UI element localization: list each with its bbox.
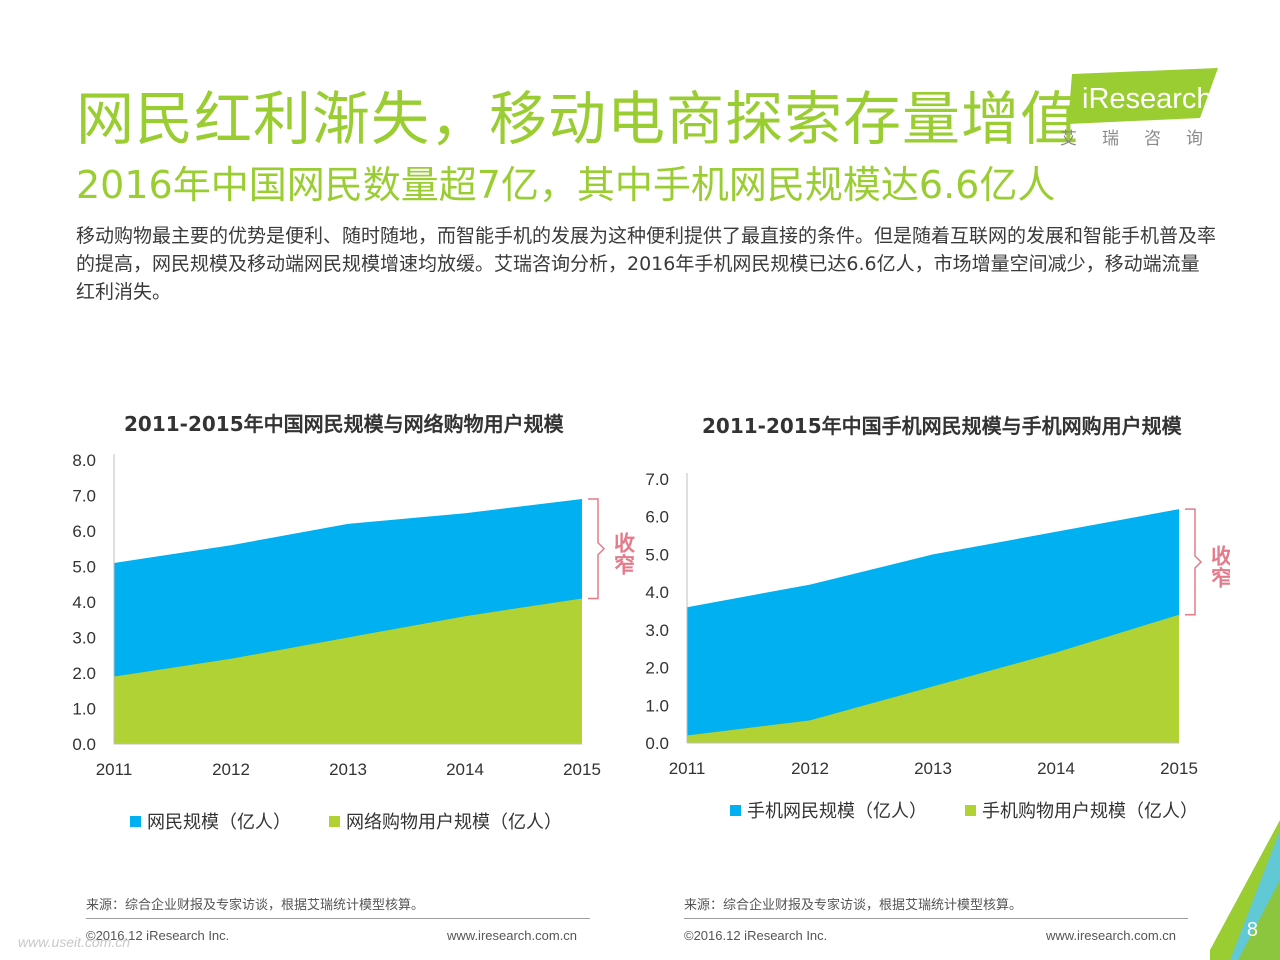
annotation-char: 窄 (614, 553, 635, 577)
legend-label: 手机网民规模（亿人） (747, 801, 927, 822)
area-chart1-series-2 (114, 598, 582, 744)
y-tick-label: 4.0 (645, 583, 669, 602)
legend-label: 网络购物用户规模（亿人） (346, 812, 562, 833)
x-tick-label: 2012 (212, 760, 250, 779)
copyright-right: ©2016.12 iResearch Inc. (684, 928, 828, 943)
legend-label: 手机购物用户规模（亿人） (982, 801, 1198, 822)
y-tick-label: 0.0 (72, 735, 96, 754)
y-tick-label: 6.0 (645, 508, 669, 527)
footer-divider-left (86, 918, 590, 919)
legend-swatch-green (329, 815, 340, 827)
y-tick-label: 0.0 (645, 734, 669, 753)
legend-swatch-green (965, 804, 976, 816)
annotation-char: 窄 (1211, 567, 1230, 591)
chart1-legend: 网民规模（亿人） 网络购物用户规模（亿人） (130, 808, 600, 834)
y-tick-label: 6.0 (72, 522, 96, 541)
legend-item: 手机购物用户规模（亿人） (965, 797, 1198, 823)
footer-divider-right (684, 918, 1188, 919)
source-note-left: 来源：综合企业财报及专家访谈，根据艾瑞统计模型核算。 (86, 898, 425, 913)
y-tick-label: 8.0 (72, 451, 96, 470)
iresearch-logo: iResearch (1068, 68, 1218, 124)
logo-text: iResearch (1082, 83, 1213, 115)
corner-decoration (1210, 820, 1280, 960)
page-title: 网民红利渐失，移动电商探索存量增值 (76, 85, 1080, 153)
copyright-left: ©2016.12 iResearch Inc. (86, 928, 230, 943)
chart1-svg: 0.0 1.0 2.0 3.0 4.0 5.0 6.0 7.0 8.0 2011 2012 2013 2… (72, 451, 635, 779)
chart1-title: 2011-2015年中国网民规模与网络购物用户规模 (124, 412, 564, 436)
y-tick-label: 1.0 (645, 696, 669, 715)
y-tick-label: 5.0 (645, 545, 669, 564)
page-subtitle: 2016年中国网民数量超7亿，其中手机网民规模达6.6亿人 (76, 163, 1056, 207)
annotation-char: 收 (614, 531, 635, 555)
url-left[interactable]: www.iresearch.com.cn (447, 928, 578, 943)
y-tick-label: 3.0 (72, 629, 96, 648)
y-tick-label: 1.0 (72, 700, 96, 719)
x-tick-label: 2013 (914, 759, 952, 778)
narrowing-bracket (588, 498, 606, 600)
y-tick-label: 7.0 (72, 487, 96, 506)
y-tick-label: 5.0 (72, 558, 96, 577)
x-tick-label: 2012 (791, 759, 829, 778)
area-chart2-series-2 (687, 614, 1179, 743)
x-tick-label: 2013 (329, 760, 367, 779)
chart2-title: 2011-2015年中国手机网民规模与手机网购用户规模 (702, 414, 1182, 438)
x-tick-label: 2014 (1037, 759, 1075, 778)
x-tick-label: 2014 (446, 760, 484, 779)
y-tick-label: 4.0 (72, 593, 96, 612)
legend-swatch-blue (730, 804, 741, 816)
logo-subtext: 艾瑞咨询 (1060, 129, 1228, 149)
x-tick-label: 2015 (1160, 759, 1198, 778)
y-tick-label: 7.0 (645, 470, 669, 489)
watermark: www.useit.com.cn (18, 934, 131, 950)
y-tick-label: 3.0 (645, 621, 669, 640)
body-paragraph: 移动购物最主要的优势是便利、随时随地，而智能手机的发展为这种便利提供了最直接的条… (76, 225, 1217, 303)
legend-item: 网民规模（亿人） (130, 808, 291, 834)
url-right[interactable]: www.iresearch.com.cn (1046, 928, 1177, 943)
legend-item: 手机网民规模（亿人） (730, 797, 927, 823)
chart2-svg: 0.0 1.0 2.0 3.0 4.0 5.0 6.0 7.0 2011 2012 2013 2014… (645, 470, 1230, 778)
legend-swatch-blue (130, 815, 141, 827)
x-tick-label: 2011 (96, 760, 133, 779)
annotation-char: 收 (1211, 545, 1230, 569)
y-tick-label: 2.0 (645, 659, 669, 678)
y-tick-label: 2.0 (72, 664, 96, 683)
legend-label: 网民规模（亿人） (147, 812, 291, 833)
page-number: 8 (1246, 919, 1258, 941)
chart2-legend: 手机网民规模（亿人） 手机购物用户规模（亿人） (730, 797, 1236, 823)
x-tick-label: 2011 (669, 759, 706, 778)
source-note-right: 来源：综合企业财报及专家访谈，根据艾瑞统计模型核算。 (684, 898, 1023, 913)
narrowing-bracket (1185, 508, 1203, 616)
legend-item: 网络购物用户规模（亿人） (329, 808, 562, 834)
x-tick-label: 2015 (563, 760, 601, 779)
